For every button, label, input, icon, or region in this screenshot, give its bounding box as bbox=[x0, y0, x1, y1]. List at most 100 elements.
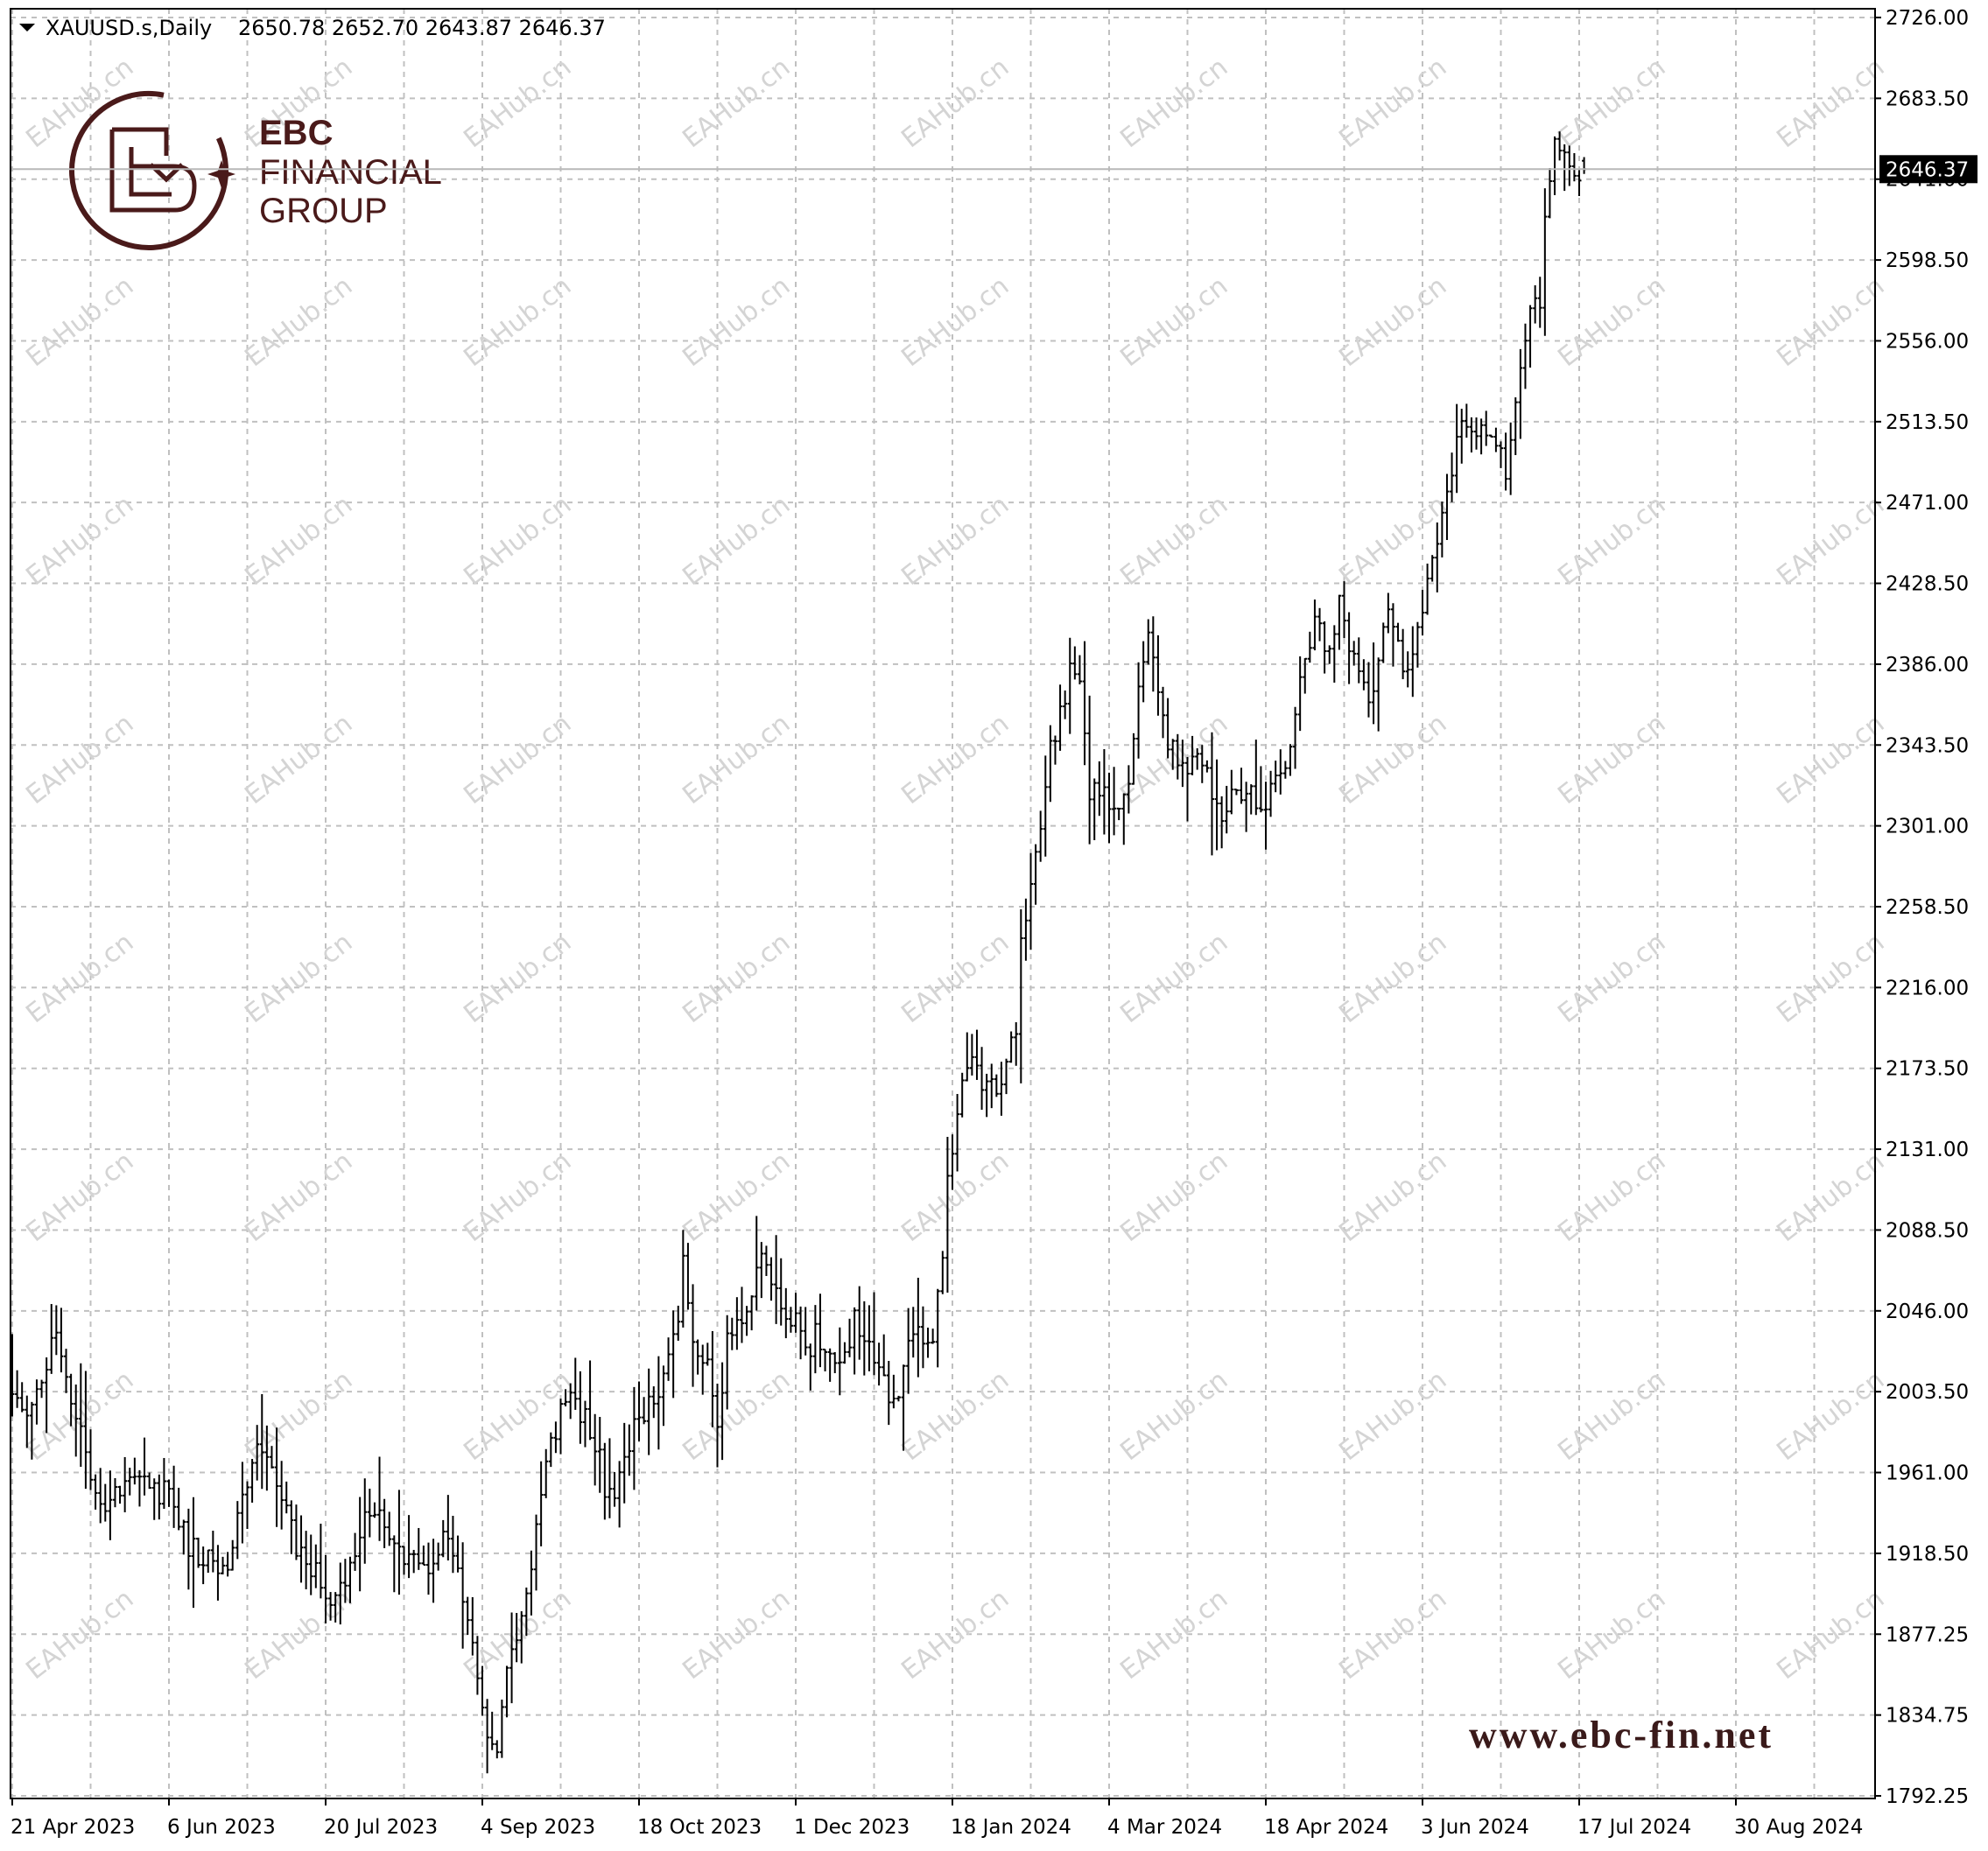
ohlc-bar bbox=[210, 1531, 215, 1573]
ohlc-bar bbox=[1420, 589, 1425, 636]
y-tick-label: 1961.00 bbox=[1886, 1462, 1969, 1485]
ohlc-bar bbox=[1092, 778, 1097, 841]
ohlc-bar bbox=[1146, 619, 1151, 665]
y-tick-label: 2046.00 bbox=[1886, 1301, 1969, 1323]
dropdown-triangle-icon[interactable] bbox=[19, 24, 35, 32]
ohlc-bar bbox=[1376, 657, 1381, 732]
ohlc-bar bbox=[1410, 626, 1415, 698]
x-tick-label: 18 Apr 2024 bbox=[1264, 1816, 1388, 1839]
ohlc-bar bbox=[1190, 735, 1195, 775]
ohlc-bar bbox=[842, 1342, 847, 1364]
ohlc-bar bbox=[553, 1421, 558, 1454]
ohlc-bar bbox=[955, 1093, 960, 1172]
ohlc-bar bbox=[1195, 748, 1200, 770]
ohlc-bars bbox=[10, 131, 1587, 1774]
ohlc-bar bbox=[1352, 641, 1357, 666]
ohlc-bar bbox=[582, 1400, 587, 1448]
ohlc-bar bbox=[1170, 739, 1176, 770]
ohlc-bar bbox=[221, 1556, 226, 1574]
ohlc-bar bbox=[931, 1329, 936, 1344]
ohlc-bar bbox=[1263, 782, 1268, 850]
y-tick-label: 2386.00 bbox=[1886, 654, 1969, 677]
ohlc-bar bbox=[172, 1465, 177, 1528]
ohlc-bar bbox=[587, 1360, 593, 1441]
ohlc-bar bbox=[367, 1488, 372, 1538]
ohlc-bar bbox=[53, 1305, 59, 1356]
ohlc-bar bbox=[886, 1360, 891, 1426]
ohlc-bar bbox=[739, 1287, 744, 1343]
ohlc-bar bbox=[793, 1293, 798, 1333]
ohlc-bar bbox=[798, 1306, 804, 1360]
ohlc-bar bbox=[1106, 772, 1112, 844]
ohlc-bar bbox=[382, 1498, 387, 1548]
ohlc-bar bbox=[916, 1278, 921, 1378]
ohlc-bar bbox=[225, 1552, 230, 1577]
y-tick-label: 2513.50 bbox=[1886, 411, 1969, 434]
ohlc-bar bbox=[274, 1427, 279, 1527]
ohlc-bar bbox=[837, 1327, 842, 1396]
y-tick-label: 2258.50 bbox=[1886, 896, 1969, 919]
ohlc-bar bbox=[1219, 796, 1225, 849]
ohlc-bar bbox=[568, 1383, 573, 1420]
logo-sparkle-icon bbox=[207, 160, 235, 188]
ohlc-bar bbox=[803, 1307, 808, 1356]
ohlc-bar bbox=[1557, 131, 1563, 161]
y-tick-label: 2556.00 bbox=[1886, 330, 1969, 353]
ohlc-bar bbox=[685, 1243, 691, 1310]
logo-text-financial: FINANCIAL bbox=[259, 153, 442, 192]
ohlc-bar bbox=[710, 1330, 715, 1427]
ohlc-bar bbox=[1459, 409, 1465, 464]
ohlc-bar bbox=[882, 1334, 887, 1377]
ohlc-bar bbox=[593, 1413, 598, 1486]
ohlc-bar bbox=[132, 1457, 137, 1485]
ohlc-bar bbox=[29, 1401, 34, 1460]
ohlc-bar bbox=[1278, 749, 1283, 795]
y-tick-label: 2301.00 bbox=[1886, 816, 1969, 838]
ohlc-bar bbox=[68, 1373, 74, 1427]
ohlc-bar bbox=[181, 1519, 186, 1555]
ohlc-bar bbox=[191, 1497, 196, 1609]
ohlc-bar bbox=[264, 1425, 270, 1491]
ohlc-bar bbox=[235, 1501, 240, 1560]
ohlc-bar bbox=[206, 1549, 211, 1574]
ohlc-bar bbox=[88, 1429, 93, 1490]
ohlc-bar bbox=[1258, 766, 1263, 813]
ohlc-bar bbox=[1205, 760, 1210, 773]
y-tick-label: 2088.50 bbox=[1886, 1219, 1969, 1242]
ohlc-bar bbox=[431, 1539, 436, 1603]
ohlc-bar bbox=[1346, 612, 1352, 684]
ohlc-bar bbox=[93, 1474, 98, 1510]
ohlc-bar bbox=[377, 1456, 383, 1541]
ohlc-bar bbox=[1380, 622, 1386, 663]
ohlc-bar bbox=[778, 1258, 783, 1326]
ohlc-bar bbox=[720, 1362, 725, 1461]
ohlc-bar bbox=[832, 1351, 838, 1374]
ohlc-bar bbox=[1307, 631, 1312, 663]
ohlc-bar bbox=[436, 1542, 441, 1571]
ohlc-bar bbox=[1185, 756, 1190, 822]
ohlc-bar bbox=[538, 1461, 544, 1546]
ohlc-bar bbox=[1513, 397, 1518, 456]
ohlc-bar bbox=[1180, 740, 1185, 788]
ohlc-bar bbox=[847, 1318, 853, 1357]
ohlc-bar bbox=[372, 1502, 377, 1518]
ohlc-bar bbox=[1112, 767, 1117, 836]
ohlc-bar bbox=[127, 1468, 132, 1496]
y-tick-label: 2471.00 bbox=[1886, 492, 1969, 515]
ohlc-bar bbox=[959, 1072, 965, 1118]
ohlc-bar bbox=[651, 1386, 657, 1419]
ohlc-bar bbox=[102, 1483, 108, 1522]
ohlc-bar bbox=[1479, 418, 1484, 455]
y-tick-label: 1918.50 bbox=[1886, 1543, 1969, 1566]
ohlc-bar bbox=[137, 1469, 142, 1507]
current-price-tag-text: 2646.37 bbox=[1886, 158, 1969, 181]
ohlc-bar bbox=[391, 1535, 397, 1593]
current-price-tag-background bbox=[1879, 155, 1977, 184]
ohlc-bar bbox=[499, 1699, 504, 1758]
ohlc-bar bbox=[1571, 152, 1577, 182]
ohlc-bar bbox=[333, 1592, 338, 1623]
ohlc-bar bbox=[1116, 807, 1121, 821]
ohlc-bar bbox=[1136, 662, 1142, 759]
ohlc-bar bbox=[945, 1136, 950, 1294]
ohlc-bar bbox=[656, 1356, 661, 1450]
